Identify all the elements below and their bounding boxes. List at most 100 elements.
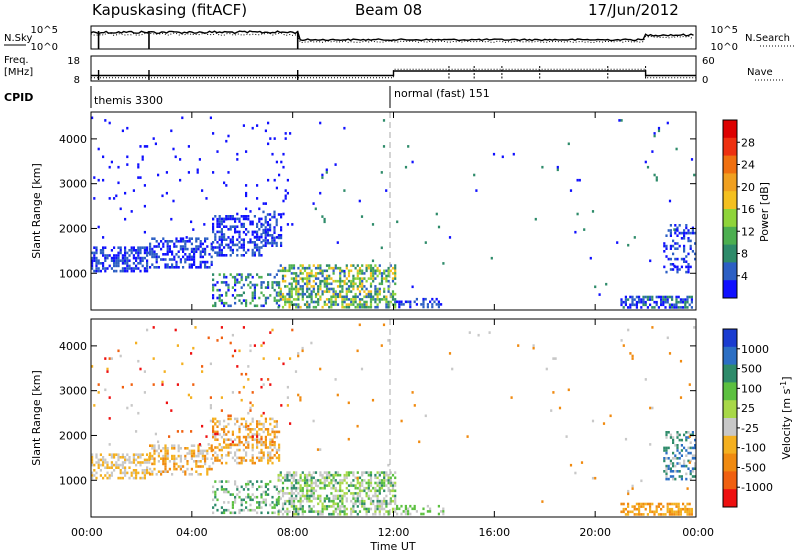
data-cell bbox=[168, 240, 171, 243]
data-cell bbox=[262, 239, 265, 242]
data-cell bbox=[99, 474, 102, 477]
data-cell bbox=[288, 264, 291, 267]
data-cell bbox=[242, 459, 245, 462]
data-cell bbox=[666, 507, 669, 511]
data-cell bbox=[310, 489, 313, 493]
data-cell bbox=[146, 267, 149, 270]
data-cell bbox=[260, 304, 263, 308]
data-cell bbox=[249, 495, 252, 499]
data-cell bbox=[223, 254, 226, 257]
data-cell bbox=[218, 288, 221, 292]
data-cell bbox=[201, 370, 204, 373]
data-cell bbox=[220, 301, 223, 305]
data-cell bbox=[627, 505, 630, 508]
data-cell bbox=[184, 260, 187, 264]
data-cell bbox=[306, 274, 309, 278]
data-cell bbox=[121, 461, 124, 464]
data-cell bbox=[303, 473, 307, 477]
data-cell bbox=[665, 436, 668, 439]
data-cell bbox=[354, 277, 357, 280]
data-cell bbox=[236, 217, 239, 221]
data-cell bbox=[361, 502, 364, 506]
data-cell bbox=[132, 458, 135, 462]
data-cell bbox=[251, 417, 254, 421]
data-cell bbox=[201, 242, 204, 246]
data-cell bbox=[394, 277, 397, 280]
data-cell bbox=[358, 502, 362, 506]
data-cell bbox=[668, 352, 672, 355]
data-cell bbox=[267, 451, 270, 454]
data-cell bbox=[385, 305, 388, 309]
data-cell bbox=[157, 460, 160, 463]
data-cell bbox=[130, 404, 133, 407]
data-cell bbox=[391, 290, 395, 293]
data-cell bbox=[332, 266, 335, 270]
data-cell bbox=[689, 451, 692, 455]
data-cell bbox=[186, 240, 189, 243]
data-cell bbox=[137, 246, 140, 249]
data-cell bbox=[383, 479, 386, 482]
data-cell bbox=[165, 191, 168, 195]
data-cell bbox=[310, 298, 313, 301]
data-cell bbox=[365, 279, 368, 283]
data-cell bbox=[345, 282, 348, 286]
data-cell bbox=[669, 224, 672, 227]
data-cell bbox=[249, 435, 252, 439]
data-cell bbox=[680, 464, 683, 468]
data-cell bbox=[653, 513, 656, 516]
data-cell bbox=[306, 303, 309, 306]
data-cell bbox=[299, 292, 302, 296]
data-cell bbox=[671, 303, 674, 307]
data-cell bbox=[334, 471, 337, 474]
data-cell bbox=[93, 404, 96, 407]
data-cell bbox=[117, 165, 120, 169]
data-cell bbox=[694, 231, 697, 235]
data-cell bbox=[317, 510, 320, 513]
data-cell bbox=[288, 303, 291, 306]
data-cell bbox=[269, 228, 272, 232]
data-cell bbox=[687, 239, 690, 243]
data-cell bbox=[385, 499, 388, 503]
data-cell bbox=[638, 295, 641, 299]
data-cell bbox=[130, 246, 133, 249]
data-cell bbox=[442, 507, 445, 511]
data-cell bbox=[341, 298, 344, 301]
data-cell bbox=[201, 260, 204, 264]
data-cell bbox=[238, 246, 241, 249]
data-cell bbox=[143, 461, 146, 464]
data-cell bbox=[247, 508, 250, 512]
data-cell bbox=[132, 469, 135, 472]
data-cell bbox=[240, 286, 243, 289]
data-cell bbox=[672, 239, 675, 243]
data-cell bbox=[354, 305, 357, 309]
data-cell bbox=[358, 494, 362, 498]
data-cell bbox=[204, 247, 207, 251]
data-cell bbox=[295, 512, 298, 516]
data-cell bbox=[249, 498, 252, 502]
data-cell bbox=[104, 357, 107, 360]
data-cell bbox=[325, 168, 328, 172]
data-cell bbox=[685, 454, 688, 457]
data-cell bbox=[314, 471, 318, 474]
data-cell bbox=[693, 173, 696, 177]
data-cell bbox=[277, 282, 280, 286]
data-cell bbox=[273, 506, 276, 509]
data-cell bbox=[247, 480, 250, 483]
data-cell bbox=[231, 506, 234, 509]
data-cell bbox=[374, 300, 377, 304]
data-cell bbox=[164, 240, 167, 243]
data-cell bbox=[160, 247, 163, 251]
data-cell bbox=[212, 225, 215, 228]
data-cell bbox=[117, 262, 120, 265]
data-cell bbox=[676, 268, 679, 271]
data-cell bbox=[663, 242, 666, 245]
data-cell bbox=[249, 286, 252, 289]
data-cell bbox=[678, 438, 681, 442]
data-cell bbox=[422, 297, 425, 301]
data-cell bbox=[310, 494, 313, 498]
beam-title: Beam 08 bbox=[355, 1, 422, 19]
data-cell bbox=[367, 295, 370, 299]
data-cell bbox=[236, 488, 239, 491]
